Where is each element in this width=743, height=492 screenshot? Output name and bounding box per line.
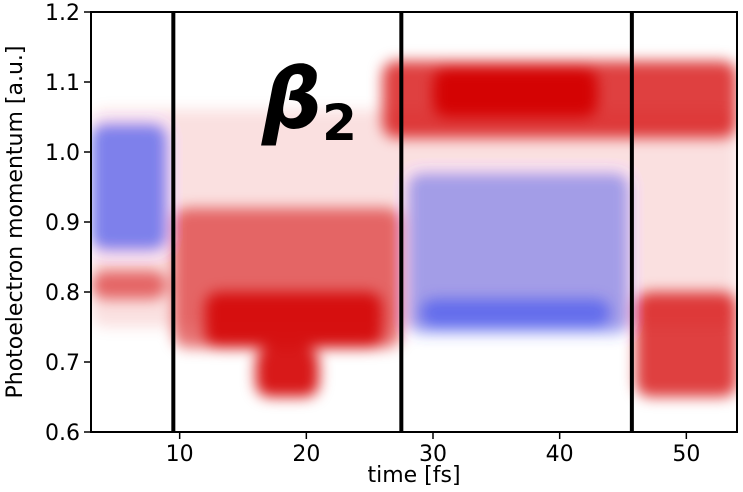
heat-region-positive-4	[205, 292, 383, 348]
heat-region-positive-10	[635, 292, 737, 397]
y-tick-label: 0.9	[45, 211, 80, 236]
heat-region-negative-9	[420, 299, 611, 327]
y-axis-ticks: 0.6 0.7 0.8 0.9 1.0 1.1 1.2	[45, 1, 91, 446]
x-tick-label: 50	[672, 442, 700, 467]
beta-symbol: β	[261, 50, 322, 148]
y-tick-label: 1.2	[45, 1, 80, 26]
y-axis-label: Photoelectron momentum [a.u.]	[3, 46, 28, 399]
x-tick-label: 40	[546, 442, 574, 467]
heat-region-negative-1	[91, 124, 167, 250]
heatmap-regions	[91, 61, 737, 397]
heat-region-positive-5	[255, 348, 319, 397]
x-tick-label: 30	[419, 442, 447, 467]
y-tick-label: 1.0	[45, 141, 80, 166]
y-tick-label: 0.8	[45, 281, 80, 306]
heat-region-negative-8	[407, 173, 630, 334]
heat-region-positive-7	[433, 68, 598, 117]
x-tick-label: 10	[166, 442, 194, 467]
y-tick-label: 0.6	[45, 421, 80, 446]
heat-region-positive-2	[91, 271, 167, 299]
beta2-annotation: β2	[261, 50, 357, 152]
x-tick-label: 20	[292, 442, 320, 467]
vertical-marker-lines	[171, 12, 634, 432]
x-axis-label: time [fs]	[367, 463, 460, 488]
beta-subscript: 2	[322, 94, 357, 152]
x-axis-ticks: 10 20 30 40 50	[166, 432, 700, 467]
y-tick-label: 1.1	[45, 71, 80, 96]
y-tick-label: 0.7	[45, 351, 80, 376]
